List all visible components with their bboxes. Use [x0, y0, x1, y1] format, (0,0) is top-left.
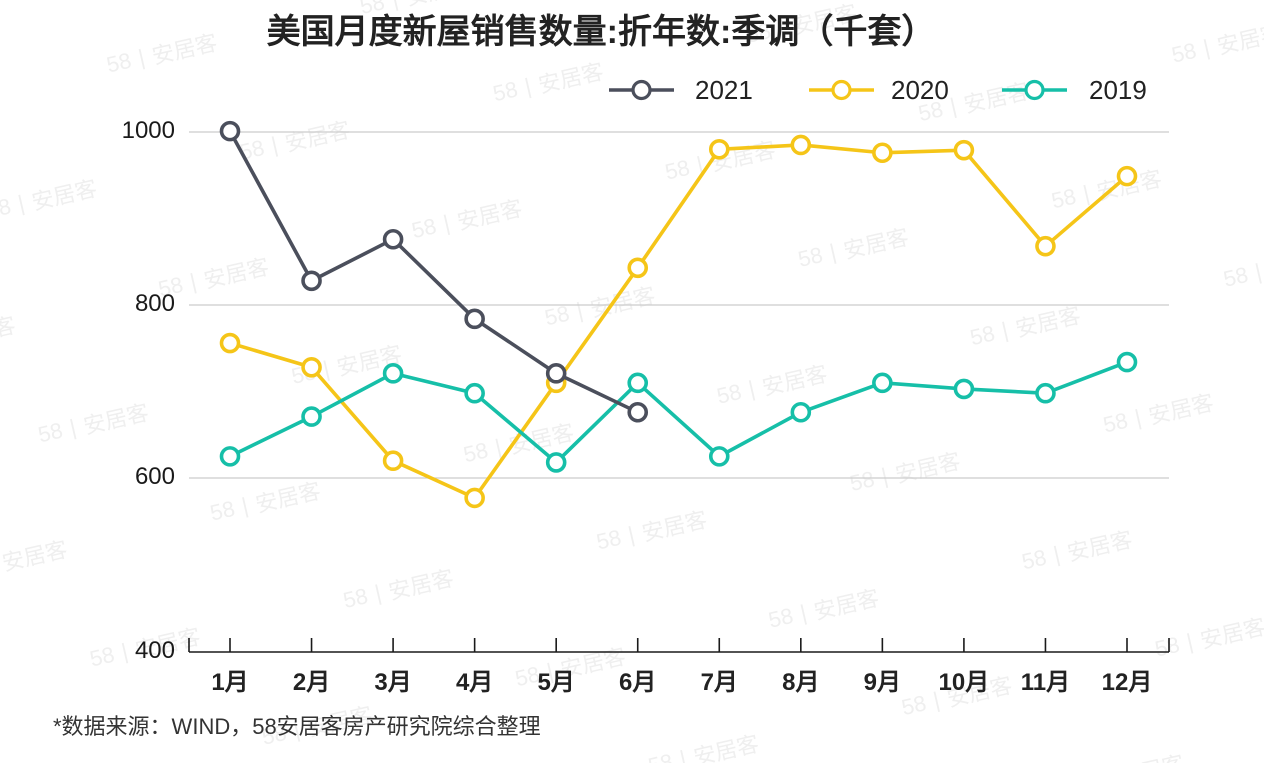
svg-text:11月: 11月 [1021, 669, 1070, 696]
svg-text:1月: 1月 [211, 669, 248, 696]
svg-text:2020: 2020 [891, 75, 949, 105]
svg-text:12月: 12月 [1102, 669, 1153, 696]
svg-text:7月: 7月 [701, 669, 738, 696]
svg-text:6月: 6月 [619, 669, 656, 696]
svg-text:2月: 2月 [293, 669, 330, 696]
svg-text:8月: 8月 [782, 669, 819, 696]
svg-text:9月: 9月 [864, 669, 901, 696]
svg-text:美国月度新屋销售数量:折年数:季调（千套）: 美国月度新屋销售数量:折年数:季调（千套） [267, 12, 936, 51]
svg-text:5月: 5月 [538, 669, 575, 696]
svg-text:1000: 1000 [122, 117, 175, 144]
svg-text:600: 600 [135, 463, 175, 490]
svg-text:3月: 3月 [374, 669, 411, 696]
svg-text:2021: 2021 [695, 75, 753, 105]
svg-text:10月: 10月 [939, 669, 990, 696]
svg-text:*数据来源：WIND，58安居客房产研究院综合整理: *数据来源：WIND，58安居客房产研究院综合整理 [53, 714, 541, 739]
svg-text:800: 800 [135, 290, 175, 317]
svg-text:400: 400 [135, 637, 175, 664]
svg-text:4月: 4月 [456, 669, 493, 696]
svg-text:2019: 2019 [1089, 75, 1147, 105]
